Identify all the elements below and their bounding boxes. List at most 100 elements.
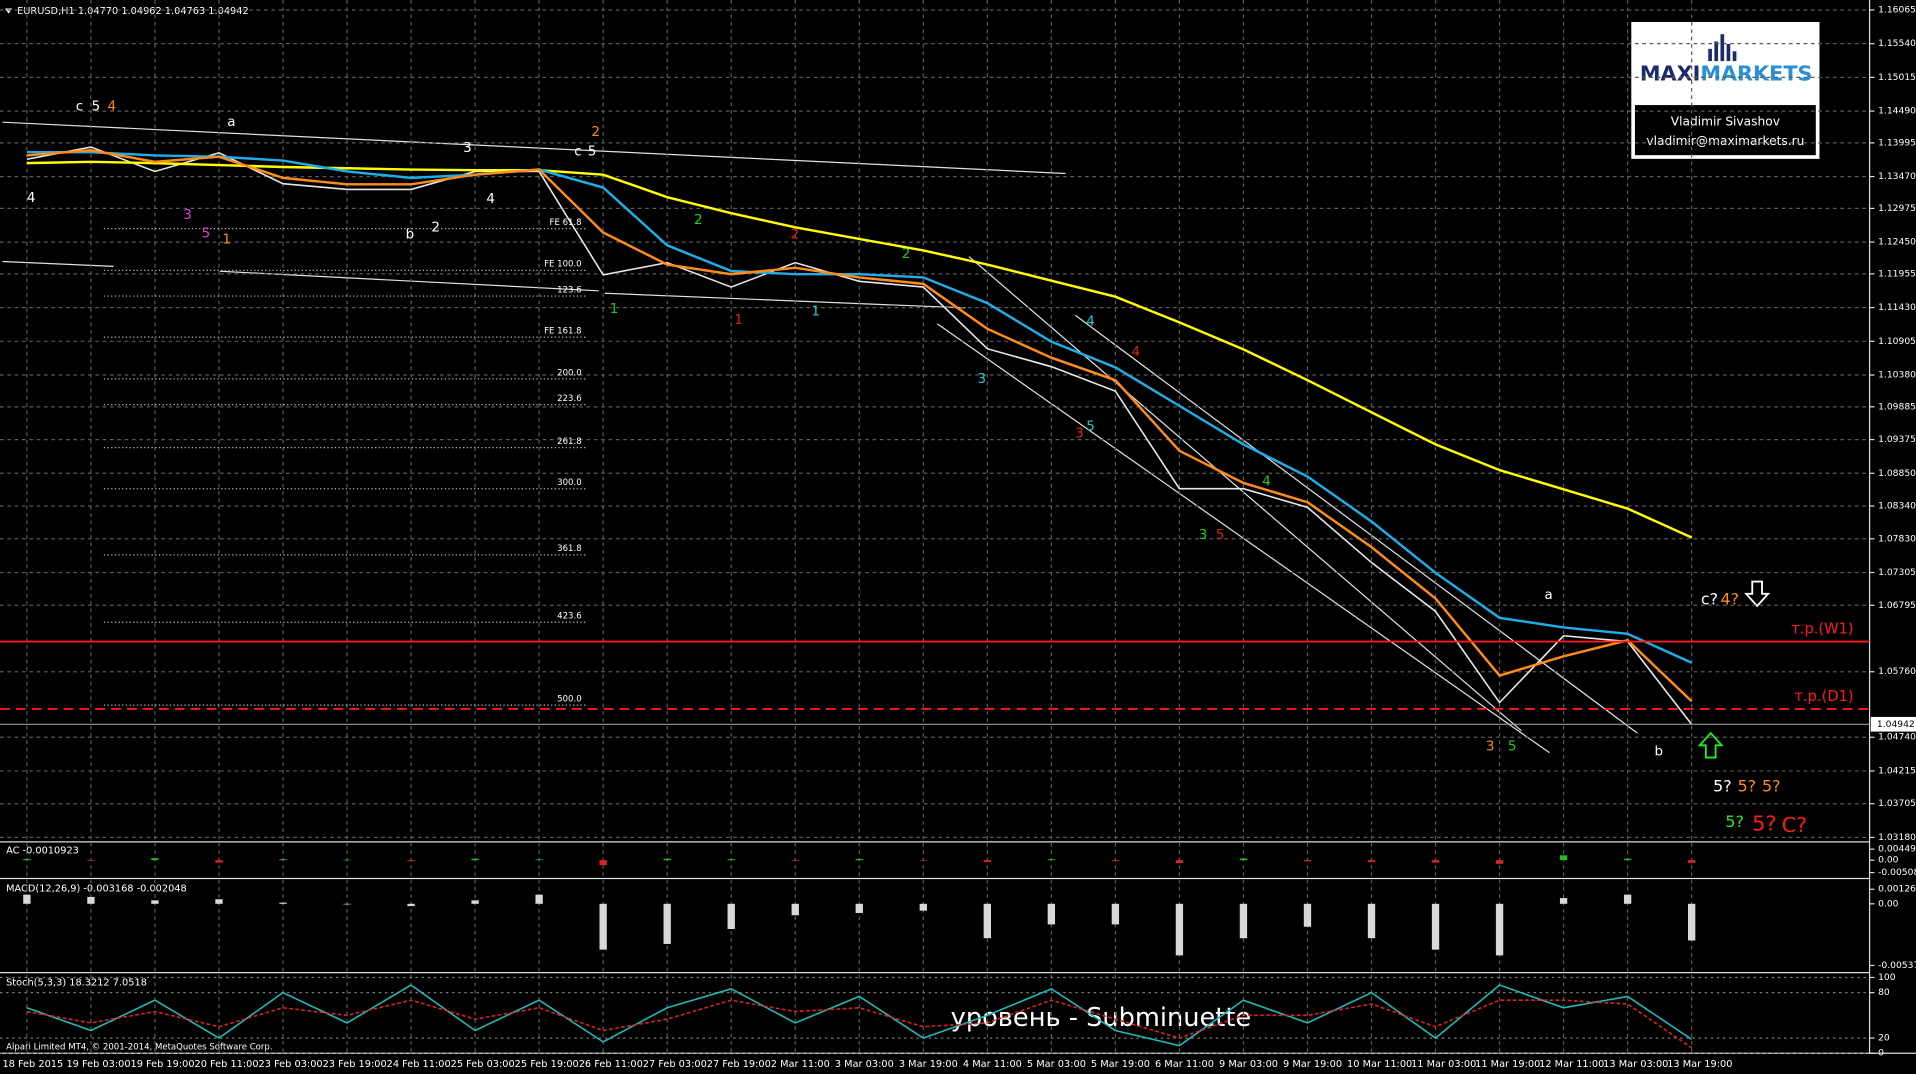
wave-label: 3 [1486, 740, 1495, 755]
macd-title: MACD(12,26,9) -0.003168 -0.002048 [6, 883, 187, 894]
bar [983, 903, 991, 939]
wave-label: 2 [791, 228, 800, 243]
bar [23, 894, 31, 904]
bar [1047, 903, 1056, 925]
wave-label: 4 [1132, 345, 1141, 360]
x-tick-label: 6 Mar 11:00 [1155, 1059, 1214, 1070]
y-tick-label: 1.09885 [1878, 401, 1916, 412]
y-tick-label: 1.07830 [1878, 533, 1916, 544]
bar [1303, 860, 1312, 862]
wave-label: 1 [811, 305, 820, 320]
y-tick-label: 1.03705 [1878, 798, 1916, 809]
y-tick-label: 1.04740 [1878, 732, 1916, 743]
bar [1687, 903, 1696, 941]
series-line [26, 999, 1693, 1049]
y-tick-label: 1.09375 [1878, 434, 1916, 445]
wave-label: a [227, 115, 235, 130]
wave-label: 4? [1720, 589, 1739, 608]
wave-label: 5 [588, 145, 597, 160]
x-tick-label: 23 Feb 19:00 [323, 1059, 387, 1070]
bar [1687, 860, 1696, 863]
wave-label: 4 [108, 99, 117, 114]
series-line [26, 160, 1693, 539]
logo-brand-b: MARKETS [1700, 62, 1812, 86]
bar [407, 903, 415, 907]
bar [23, 858, 31, 861]
y-tick-label: 1.05760 [1878, 666, 1916, 677]
x-tick-label: 12 Mar 11:00 [1539, 1059, 1604, 1070]
bar [343, 859, 351, 861]
wave-label: 4 [1262, 474, 1271, 489]
bar [151, 858, 159, 861]
y-tick-label: 1.08340 [1878, 501, 1916, 512]
y-tick-label: 1.11955 [1878, 268, 1916, 279]
x-tick-label: 4 Mar 11:00 [963, 1059, 1022, 1070]
x-tick-label: 23 Feb 03:00 [259, 1059, 323, 1070]
wave-label: b [406, 228, 415, 243]
last-price-box [1870, 716, 1916, 732]
fibo-label: 423.6 [557, 612, 581, 622]
x-tick-label: 24 Feb 11:00 [387, 1059, 451, 1070]
bar [279, 859, 287, 861]
x-tick-label: 25 Feb 03:00 [451, 1059, 515, 1070]
x-tick-label: 18 Feb 2015 [2, 1059, 63, 1070]
bar [279, 902, 287, 904]
y-tick-label: 1.10905 [1878, 336, 1916, 347]
wave-label: 3 [463, 141, 472, 156]
y-tick-label: 1.04215 [1878, 765, 1916, 776]
y-tick-label: 100 [1878, 972, 1896, 983]
ac-title: AC -0.0010923 [6, 845, 79, 856]
wave-label: 2 [902, 247, 911, 262]
bar [663, 903, 671, 944]
bar [1623, 894, 1632, 904]
x-tick-label: 13 Mar 19:00 [1667, 1059, 1732, 1070]
fibo-label: 123.6 [557, 285, 581, 295]
bar [1367, 903, 1376, 939]
bar [343, 903, 351, 905]
bar [1239, 858, 1248, 861]
y-tick-label: 1.15015 [1878, 72, 1916, 83]
wave-label: 2 [431, 220, 440, 235]
bar [1431, 860, 1440, 863]
x-tick-label: 5 Mar 03:00 [1027, 1059, 1086, 1070]
wave-label: 5 [1508, 740, 1517, 755]
bar [599, 903, 607, 950]
fibo-label: FE 161.8 [544, 327, 582, 337]
last-price-label: 1.04942 [1877, 719, 1915, 730]
logo-email: vladimir@maximarkets.ru [1646, 134, 1804, 148]
bar [727, 859, 735, 861]
wave-label: c [574, 145, 581, 160]
bar [1367, 860, 1376, 863]
fibo-label: 261.8 [557, 437, 581, 447]
y-tick-label: 1.11430 [1878, 302, 1916, 313]
bar [407, 860, 415, 862]
down-arrow [1744, 580, 1771, 608]
bar [727, 903, 735, 930]
y-tick-label: 1.10380 [1878, 370, 1916, 381]
y-tick-label: 1.07305 [1878, 567, 1916, 578]
fibo-label: 361.8 [557, 544, 581, 554]
bar [1175, 903, 1184, 956]
wave-label: 1 [610, 302, 619, 317]
wave-label: 5? [1752, 812, 1776, 836]
y-tick-label: -0.005378 [1878, 960, 1916, 971]
fibo-label: 223.6 [557, 394, 581, 404]
bar [87, 860, 95, 861]
wave-label: 2 [694, 213, 703, 228]
series-line [26, 146, 1693, 725]
x-tick-label: 13 Mar 03:00 [1603, 1059, 1668, 1070]
y-tick-label: 0.001269 [1878, 884, 1916, 895]
y-tick-label: 1.12975 [1878, 203, 1916, 214]
wave-label: 4 [27, 191, 36, 206]
bar [1623, 858, 1632, 861]
level-label: т.р.(W1) [1791, 620, 1853, 637]
wave-label: 1 [222, 232, 231, 247]
bar [535, 859, 543, 861]
y-tick-label: 80 [1878, 987, 1890, 998]
x-tick-label: 10 Mar 11:00 [1347, 1059, 1412, 1070]
wave-label: 4 [486, 192, 495, 207]
wave-label: 5? [1713, 776, 1732, 795]
logo-brand-a: MAXI [1640, 62, 1700, 86]
